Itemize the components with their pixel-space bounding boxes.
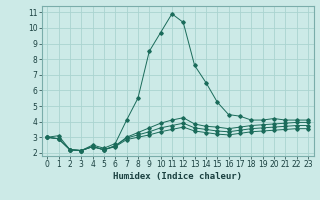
X-axis label: Humidex (Indice chaleur): Humidex (Indice chaleur) [113, 172, 242, 181]
